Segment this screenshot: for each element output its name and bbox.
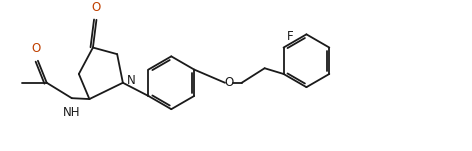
Text: O: O [92,1,101,14]
Text: O: O [32,42,41,55]
Text: F: F [287,30,294,43]
Text: O: O [224,76,233,89]
Text: NH: NH [63,106,81,119]
Text: N: N [127,74,136,87]
